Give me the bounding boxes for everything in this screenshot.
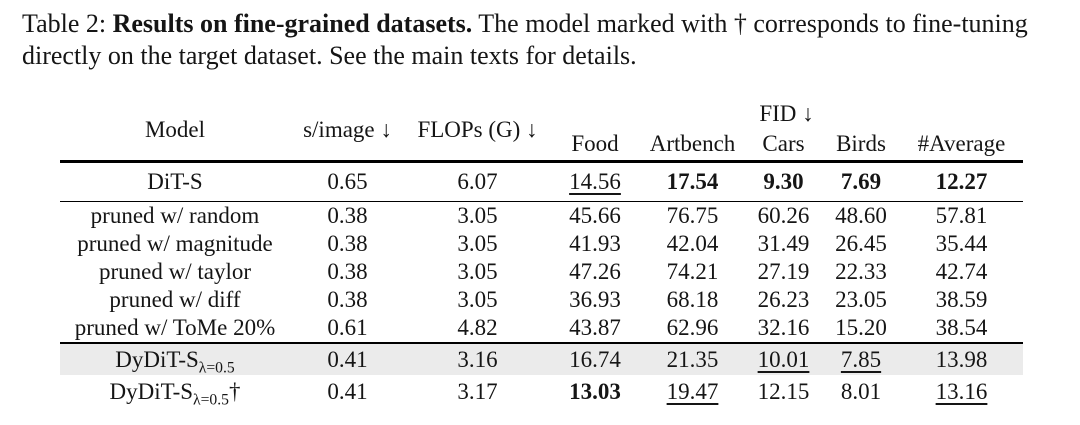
col-header-model: Model <box>144 117 206 142</box>
cell-food: 41.93 <box>569 231 621 256</box>
cell-flops: 3.16 <box>405 343 550 375</box>
cell-model: DyDiT-Sλ=0.5† <box>60 375 290 408</box>
cell-cars: 27.19 <box>757 259 810 284</box>
cell-birds: 7.85 <box>822 343 900 375</box>
model-subscript: λ=0.5 <box>198 359 235 377</box>
cell-flops: 3.05 <box>457 287 498 312</box>
cell-artbench: 42.04 <box>666 231 719 256</box>
cell-birds: 7.69 <box>840 169 882 194</box>
cell-cars: 60.26 <box>757 203 810 228</box>
cell-food: 45.66 <box>569 203 621 228</box>
cell-birds: 22.33 <box>835 259 887 284</box>
col-header-artbench: Artbench <box>649 130 736 156</box>
cell-model: DiT-S <box>147 169 203 194</box>
cell-s-image: 0.65 <box>327 169 368 194</box>
cell-flops: 6.07 <box>457 169 498 194</box>
row-dydit-s: DyDiT-Sλ=0.5 0.41 3.16 16.74 21.35 10.01… <box>60 343 1024 375</box>
cell-flops: 3.17 <box>457 378 498 404</box>
model-name: DyDiT-S <box>109 378 194 404</box>
col-header-birds: Birds <box>836 130 886 156</box>
model-subscript: λ=0.5 <box>193 391 229 409</box>
cell-food: 47.26 <box>569 259 621 284</box>
caption-line-2: directly on the target dataset. See the … <box>22 41 637 70</box>
cell-flops: 3.05 <box>457 203 498 228</box>
cell-cars: 32.16 <box>757 315 810 340</box>
cell-artbench: 19.47 <box>666 378 719 404</box>
cell-birds: 48.60 <box>835 203 887 228</box>
cell-average: 38.59 <box>935 287 988 312</box>
row-pruned-taylor: pruned w/ taylor 0.38 3.05 47.26 74.21 2… <box>60 258 1023 286</box>
caption-line-1: Table 2: Results on fine-grained dataset… <box>22 8 1072 40</box>
row-pruned-random: pruned w/ random 0.38 3.05 45.66 76.75 6… <box>60 202 1023 231</box>
cell-cars: 31.49 <box>757 231 810 256</box>
cell-s-image: 0.38 <box>327 203 368 228</box>
table-caption: Table 2: Results on fine-grained dataset… <box>22 8 1072 72</box>
cell-flops: 3.05 <box>457 259 498 284</box>
col-header-fid-group: FID ↓ <box>759 100 814 126</box>
cell-model: pruned w/ taylor <box>98 259 251 284</box>
cell-artbench: 74.21 <box>666 259 719 284</box>
cell-model: pruned w/ diff <box>109 287 241 312</box>
col-header-cars: Cars <box>762 130 805 156</box>
row-pruned-magnitude: pruned w/ magnitude 0.38 3.05 41.93 42.0… <box>60 230 1023 258</box>
cell-birds: 15.20 <box>835 315 887 340</box>
cell-cars: 10.01 <box>745 343 822 375</box>
cell-food: 14.56 <box>569 169 621 194</box>
cell-s-image: 0.38 <box>327 231 368 256</box>
table-header: Model s/image ↓ FLOPs (G) ↓ FID ↓ Food A… <box>60 100 1024 162</box>
caption-title-bold: Results on fine-grained datasets. <box>112 9 473 38</box>
cell-s-image: 0.61 <box>327 315 368 340</box>
cell-flops: 4.82 <box>457 315 498 340</box>
cell-average: 38.54 <box>935 315 988 340</box>
header-group-row: Model s/image ↓ FLOPs (G) ↓ FID ↓ <box>60 100 1023 143</box>
cell-average: 57.81 <box>935 203 988 228</box>
col-header-average: #Average <box>917 130 1006 156</box>
cell-s-image: 0.41 <box>290 343 405 375</box>
header-sub-row: Food Artbench Cars Birds #Average <box>60 127 1023 162</box>
cell-artbench: 76.75 <box>666 203 719 228</box>
cell-average: 12.27 <box>935 169 988 194</box>
caption-label: Table 2: <box>22 9 113 38</box>
cell-model: pruned w/ magnitude <box>77 231 273 256</box>
cell-food: 16.74 <box>550 343 640 375</box>
cell-cars: 26.23 <box>757 287 810 312</box>
cell-birds: 8.01 <box>840 378 882 404</box>
cell-model: pruned w/ ToMe 20% <box>74 315 276 340</box>
model-dagger: † <box>228 378 241 404</box>
cell-model: pruned w/ random <box>90 203 260 228</box>
cell-cars: 9.30 <box>763 169 804 194</box>
cell-model: DyDiT-Sλ=0.5 <box>60 343 290 375</box>
cell-average: 35.44 <box>935 231 988 256</box>
caption-text: The model marked with † corresponds to f… <box>472 9 1028 38</box>
cell-food: 43.87 <box>569 315 621 340</box>
col-header-s-image: s/image ↓ <box>303 117 392 142</box>
cell-birds: 23.05 <box>835 287 887 312</box>
cell-average: 42.74 <box>935 259 988 284</box>
cell-food: 13.03 <box>569 378 621 404</box>
cell-s-image: 0.38 <box>327 287 368 312</box>
cell-food: 36.93 <box>569 287 621 312</box>
cell-average: 13.16 <box>935 378 988 404</box>
row-dydit-s-finetuned: DyDiT-Sλ=0.5† 0.41 3.17 13.03 19.47 12.1… <box>60 375 1023 408</box>
col-header-flops: FLOPs (G) ↓ <box>417 117 538 142</box>
row-dit-s: DiT-S 0.65 6.07 14.56 17.54 9.30 7.69 12… <box>60 162 1024 202</box>
cell-birds: 26.45 <box>835 231 887 256</box>
cell-cars: 12.15 <box>757 378 810 404</box>
cell-artbench: 21.35 <box>640 343 745 375</box>
row-pruned-diff: pruned w/ diff 0.38 3.05 36.93 68.18 26.… <box>60 286 1023 314</box>
model-name: DyDiT-S <box>115 346 199 372</box>
results-table: Model s/image ↓ FLOPs (G) ↓ FID ↓ Food A… <box>60 100 1024 408</box>
cell-s-image: 0.41 <box>327 378 368 404</box>
col-header-food: Food <box>571 130 619 156</box>
cell-artbench: 17.54 <box>666 169 719 194</box>
row-pruned-tome: pruned w/ ToMe 20% 0.61 4.82 43.87 62.96… <box>60 314 1024 343</box>
cell-artbench: 62.96 <box>666 315 719 340</box>
cell-average: 13.98 <box>900 343 1024 375</box>
cell-artbench: 68.18 <box>666 287 719 312</box>
cell-flops: 3.05 <box>457 231 498 256</box>
cell-s-image: 0.38 <box>327 259 368 284</box>
